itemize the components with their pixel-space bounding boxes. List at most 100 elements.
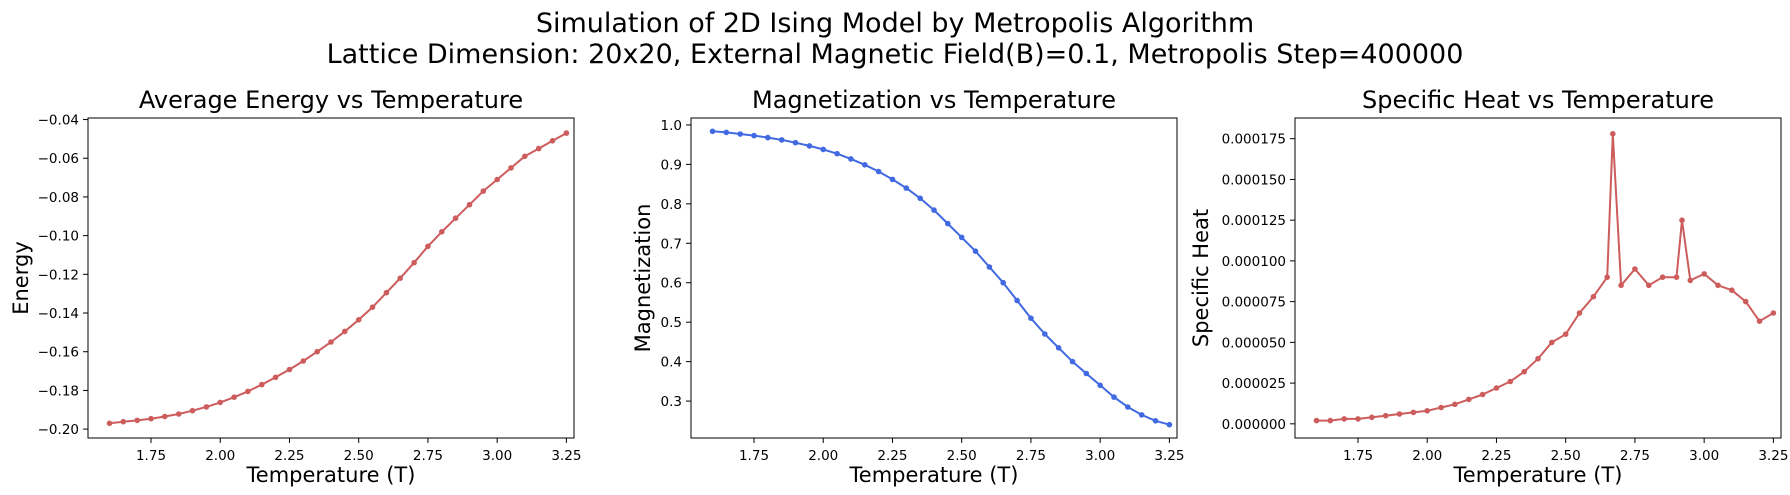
data-point — [1562, 331, 1569, 338]
data-point — [1111, 394, 1117, 400]
data-point — [1618, 282, 1624, 289]
magnetization-chart-ylabel: Magnetization — [631, 204, 655, 353]
x-tick-label: 2.75 — [1016, 448, 1046, 464]
data-point — [1125, 404, 1131, 410]
x-tick-label: 1.75 — [136, 448, 166, 464]
data-point — [986, 264, 993, 270]
data-point — [1715, 282, 1721, 289]
y-tick-label: 0.000100 — [1222, 254, 1286, 270]
data-point — [1493, 385, 1500, 391]
data-point — [972, 248, 979, 254]
data-point — [1659, 274, 1666, 281]
data-point — [945, 220, 951, 227]
x-tick-label: 2.75 — [1620, 448, 1650, 464]
data-point — [1028, 315, 1034, 322]
data-point — [383, 289, 390, 296]
x-tick-label: 3.25 — [551, 448, 581, 464]
data-point — [1673, 274, 1680, 281]
data-point — [1438, 404, 1444, 411]
data-point — [245, 388, 251, 395]
data-point — [848, 156, 854, 162]
energy-chart-xlabel: Temperature (T) — [246, 463, 416, 487]
y-tick-label: −0.08 — [38, 190, 79, 206]
x-tick-label: 1.75 — [1343, 448, 1373, 464]
energy-chart-ylabel: Energy — [9, 241, 33, 315]
data-point — [120, 418, 127, 425]
data-point — [1424, 408, 1430, 414]
data-point — [535, 145, 542, 152]
data-point — [737, 131, 743, 137]
data-point — [1369, 414, 1375, 421]
y-tick-label: 0.7 — [661, 236, 682, 252]
data-point — [1521, 368, 1527, 375]
x-tick-label: 2.50 — [947, 448, 977, 464]
data-point — [1410, 409, 1417, 416]
data-point — [314, 348, 321, 355]
data-point — [1313, 417, 1320, 424]
data-point — [355, 317, 362, 323]
magnetization-chart-title: Magnetization vs Temperature — [752, 86, 1116, 114]
data-point — [1055, 345, 1062, 351]
data-point — [411, 259, 417, 266]
specific-heat-chart-ylabel: Specific Heat — [1189, 209, 1213, 347]
y-tick-label: −0.14 — [38, 306, 79, 322]
data-point — [806, 143, 813, 149]
data-point — [1770, 310, 1777, 316]
data-point — [1014, 297, 1020, 304]
data-point — [549, 138, 556, 144]
y-tick-label: −0.20 — [38, 422, 79, 438]
data-point — [466, 201, 473, 208]
x-tick-label: 2.00 — [808, 448, 838, 464]
x-tick-label: 2.50 — [1551, 448, 1581, 464]
data-point — [439, 229, 445, 235]
series-line — [712, 130, 1170, 426]
data-point — [1632, 266, 1638, 272]
y-tick-label: 0.000050 — [1222, 335, 1286, 351]
y-tick-label: 0.000150 — [1222, 172, 1286, 188]
data-point — [452, 215, 459, 221]
x-tick-label: 2.75 — [413, 448, 443, 464]
data-point — [342, 328, 348, 335]
data-point — [1097, 382, 1103, 389]
energy-chart-frame — [87, 117, 575, 439]
data-point — [563, 130, 570, 136]
data-point — [723, 129, 730, 136]
figure-title-line1: Simulation of 2D Ising Model by Metropol… — [536, 8, 1254, 39]
data-point — [1069, 358, 1076, 365]
x-tick-label: 2.25 — [1481, 448, 1511, 464]
data-point — [1452, 401, 1458, 408]
data-point — [1687, 277, 1694, 284]
x-tick-label: 2.50 — [344, 448, 374, 464]
data-point — [508, 165, 514, 171]
magnetization-chart-plot: 1.75 2.00 2.25 2.50 2.75 3.00 3.25 0.3 0.4 0.5 0.6… — [661, 118, 1185, 464]
x-tick-label: 3.25 — [1758, 448, 1788, 464]
data-point — [259, 381, 265, 388]
data-point — [134, 417, 140, 424]
y-tick-label: 0.3 — [661, 394, 682, 410]
data-point — [231, 394, 237, 401]
data-point — [917, 195, 923, 202]
data-point — [1549, 339, 1555, 346]
y-tick-label: −0.06 — [38, 151, 79, 167]
y-tick-label: 0.000000 — [1222, 417, 1286, 433]
y-tick-label: 0.6 — [661, 276, 682, 292]
data-point — [1507, 378, 1514, 385]
data-point — [709, 128, 716, 135]
y-tick-label: 0.5 — [661, 315, 682, 331]
data-point — [1576, 310, 1583, 316]
specific-heat-chart-title: Specific Heat vs Temperature — [1362, 86, 1714, 114]
y-tick-label: −0.12 — [38, 267, 79, 283]
y-tick-label: 0.000075 — [1222, 295, 1286, 311]
data-point — [106, 420, 113, 427]
data-point — [1382, 412, 1389, 419]
x-tick-label: 3.25 — [1154, 448, 1184, 464]
data-point — [1742, 298, 1749, 305]
data-point — [480, 188, 487, 194]
data-point — [397, 275, 404, 282]
x-tick-label: 1.75 — [739, 448, 769, 464]
data-point — [1042, 331, 1048, 337]
data-point — [162, 413, 168, 420]
x-tick-label: 2.25 — [274, 448, 304, 464]
x-tick-label: 3.00 — [1689, 448, 1719, 464]
